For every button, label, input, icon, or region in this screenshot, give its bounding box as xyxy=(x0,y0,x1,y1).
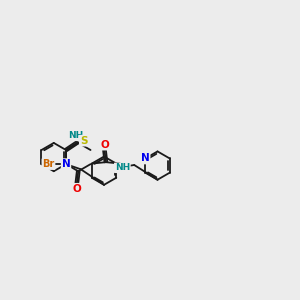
Text: N: N xyxy=(141,154,150,164)
Text: O: O xyxy=(100,140,109,150)
Text: NH: NH xyxy=(68,131,84,140)
Text: N: N xyxy=(61,159,70,169)
Text: NH: NH xyxy=(115,163,130,172)
Text: O: O xyxy=(73,184,81,194)
Text: Br: Br xyxy=(42,159,55,169)
Text: S: S xyxy=(80,136,87,146)
